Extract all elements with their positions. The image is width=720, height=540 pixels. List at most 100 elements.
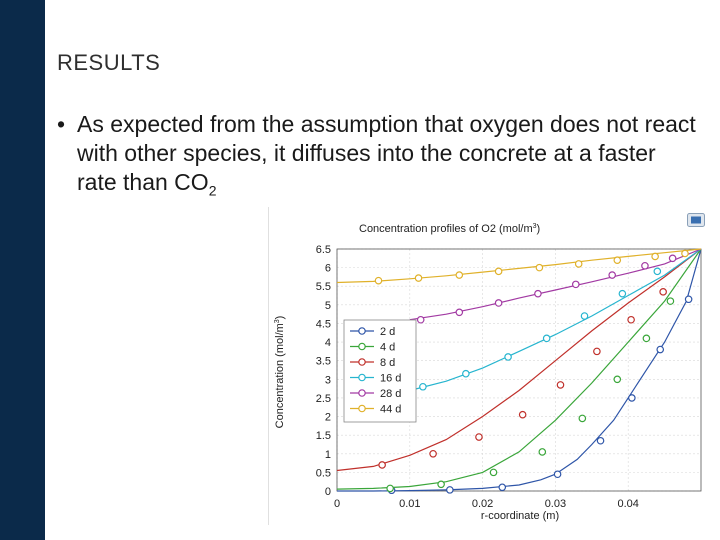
- y-tick-label: 2: [325, 412, 331, 424]
- series-marker: [668, 254, 677, 263]
- chart-figure: Concentration profiles of O2 (mol/m3) Co…: [268, 207, 712, 525]
- series-marker: [596, 436, 605, 445]
- series-marker: [455, 271, 464, 279]
- series-marker: [628, 394, 636, 402]
- x-tick-label: 0.04: [617, 498, 638, 510]
- series-marker: [475, 433, 483, 441]
- series-marker: [656, 345, 665, 354]
- series-marker: [542, 334, 551, 343]
- series-marker: [556, 381, 565, 389]
- series-marker: [571, 280, 580, 289]
- series-marker: [627, 315, 635, 324]
- y-tick-label: 0: [325, 486, 331, 498]
- y-tick-label: 5: [325, 300, 331, 312]
- y-axis-label-main: Concentration (mol/m: [274, 323, 286, 428]
- series-line: [337, 248, 702, 492]
- series-marker: [455, 308, 464, 317]
- series-marker: [613, 375, 622, 384]
- x-axis-label: r-coordinate (m): [481, 510, 559, 522]
- series-marker: [684, 295, 693, 304]
- series-marker: [414, 274, 423, 282]
- series-marker: [378, 461, 386, 469]
- series-marker: [504, 353, 512, 361]
- series-line: [336, 248, 702, 490]
- series-marker: [659, 288, 667, 296]
- legend-marker: [358, 358, 366, 366]
- legend-marker: [358, 389, 366, 397]
- bullet-subscript: 2: [208, 182, 217, 199]
- series-marker: [681, 249, 689, 258]
- y-axis-label: Concentration (mol/m3): [274, 316, 286, 429]
- series-marker: [518, 410, 527, 419]
- series-marker: [494, 299, 503, 307]
- series-marker: [553, 470, 562, 479]
- legend-box: [343, 319, 417, 423]
- legend-entry: 44 d: [380, 404, 401, 416]
- series-marker: [498, 483, 507, 492]
- legend-marker: [358, 342, 366, 351]
- series-marker: [429, 449, 437, 458]
- series-marker: [534, 289, 542, 298]
- chart-title-close: ): [537, 223, 541, 235]
- series-marker: [641, 261, 649, 270]
- sidebar-band: [0, 0, 45, 540]
- y-tick-label: 1.5: [316, 430, 331, 442]
- series-marker: [618, 289, 627, 298]
- series-marker: [613, 256, 622, 264]
- series-marker: [580, 312, 589, 320]
- legend-entry: 8 d: [380, 357, 395, 369]
- series-marker: [666, 297, 675, 305]
- y-tick-label: 4.5: [316, 318, 331, 330]
- series-line: [336, 248, 702, 472]
- x-tick-label: 0.03: [545, 498, 566, 510]
- expand-plot-icon[interactable]: [687, 213, 705, 227]
- y-axis-label-sup: 3: [274, 319, 281, 323]
- chart-title-main: Concentration profiles of O2 (mol/m: [359, 223, 533, 235]
- y-tick-label: 0.5: [316, 467, 331, 479]
- chart-svg: Concentration profiles of O2 (mol/m3) Co…: [274, 223, 702, 522]
- bullet-symbol: •: [57, 111, 66, 137]
- legend-marker: [358, 327, 366, 335]
- series-marker: [574, 260, 583, 268]
- chart-title-sup: 3: [533, 223, 537, 230]
- series-marker: [538, 448, 547, 456]
- series-line: [336, 248, 702, 284]
- page-title: RESULTS: [57, 50, 161, 75]
- series-marker: [446, 486, 454, 494]
- bullet-point: • As expected from the assumption that o…: [57, 110, 697, 206]
- series-marker: [386, 484, 394, 493]
- y-tick-label: 3.5: [316, 356, 331, 368]
- series-marker: [419, 382, 427, 391]
- legend-entry: 4 d: [380, 342, 395, 354]
- x-tick-label: 0: [334, 498, 340, 510]
- legend-entry: 28 d: [380, 388, 401, 400]
- y-tick-label: 2.5: [316, 393, 331, 405]
- y-tick-label: 6.5: [316, 244, 331, 256]
- series-marker: [374, 276, 383, 285]
- series-marker: [578, 414, 587, 423]
- series-marker: [593, 347, 601, 356]
- y-axis-label-close: ): [274, 316, 286, 320]
- series-marker: [489, 468, 498, 477]
- plot-frame: [336, 248, 702, 492]
- legend-entry: 16 d: [380, 373, 401, 385]
- y-tick-label: 5.5: [316, 281, 331, 293]
- bullet-text: As expected from the assumption that oxy…: [77, 110, 697, 206]
- y-tick-label: 3: [325, 374, 331, 386]
- legend-entry: 2 d: [380, 326, 395, 338]
- series-marker: [416, 315, 425, 324]
- y-tick-label: 1: [325, 449, 331, 461]
- legend-marker: [358, 373, 366, 382]
- series-marker: [437, 480, 445, 489]
- series-marker: [653, 267, 662, 276]
- y-tick-label: 4: [325, 337, 331, 349]
- legend-marker: [358, 404, 366, 413]
- series-marker: [642, 334, 651, 343]
- chart-title: Concentration profiles of O2 (mol/m3): [359, 223, 540, 235]
- series-marker: [535, 263, 544, 272]
- y-tick-label: 6: [325, 263, 331, 275]
- bullet-text-main: As expected from the assumption that oxy…: [77, 111, 696, 195]
- x-tick-label: 0.02: [472, 498, 493, 510]
- series-line: [409, 248, 702, 392]
- series-marker: [608, 271, 616, 279]
